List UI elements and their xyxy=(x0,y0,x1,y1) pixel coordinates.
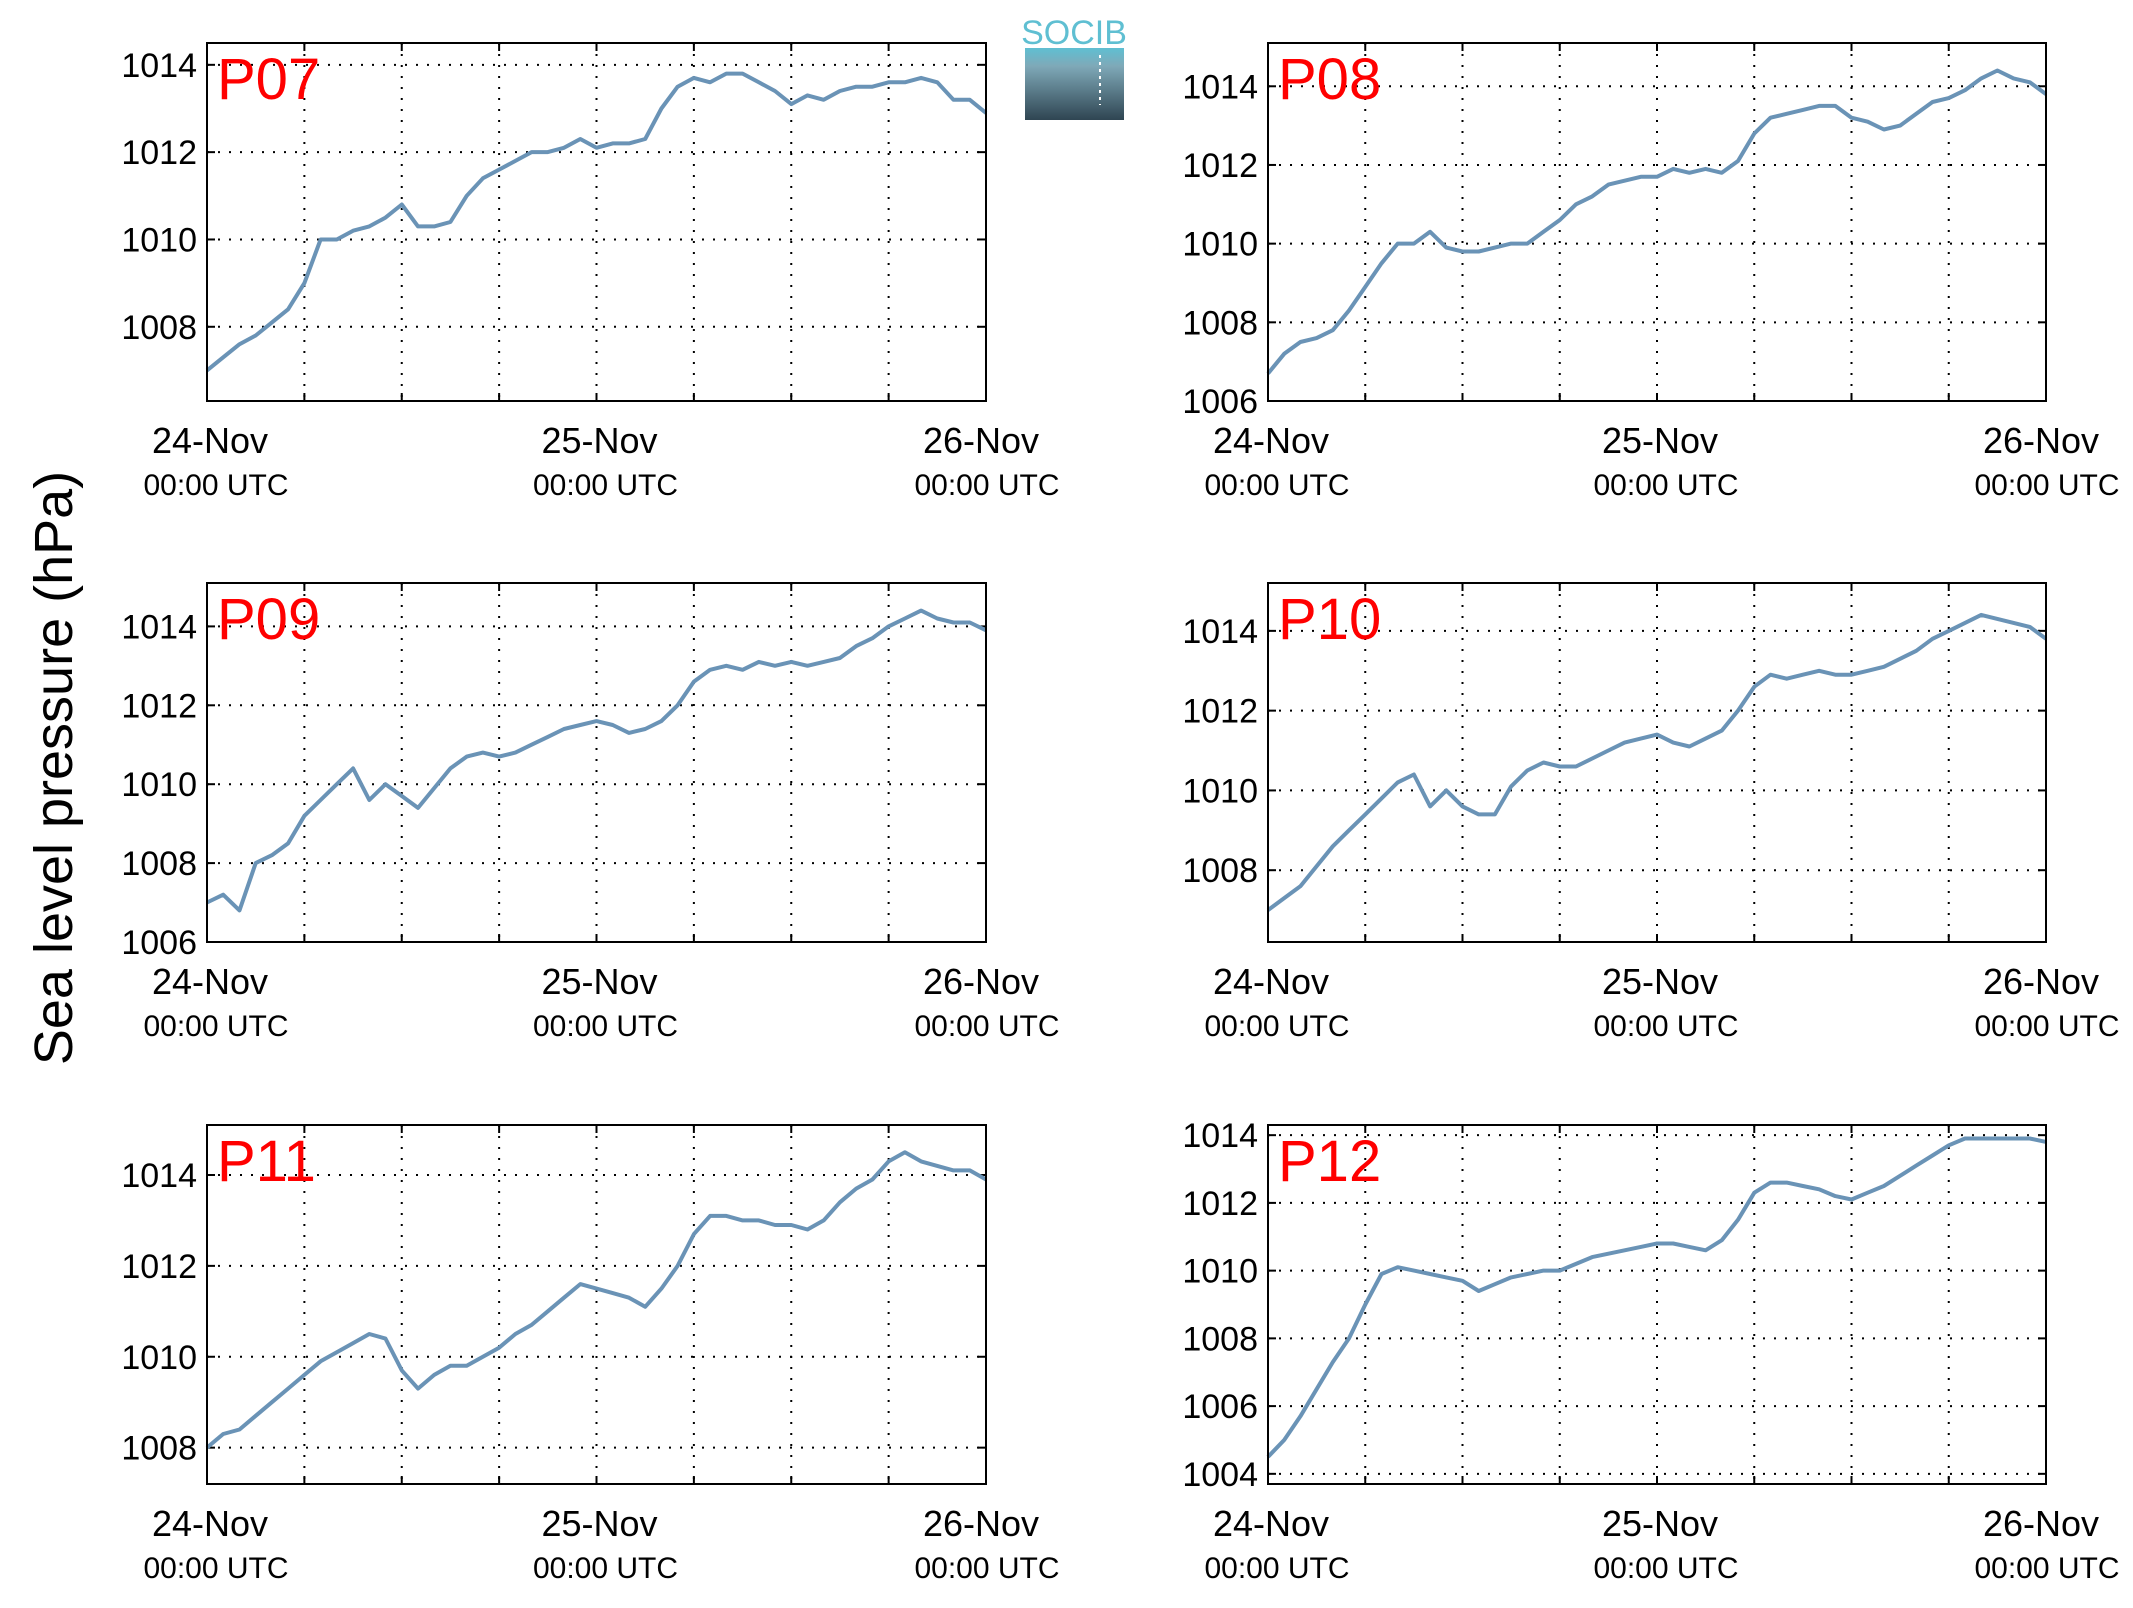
y-tick-label: 1006 xyxy=(1182,383,1258,421)
y-tick-label: 1012 xyxy=(1182,147,1258,185)
panel-p09: 1006 1008 1010 1012 1014 P09 24-Nov 00:00 UTC 25… xyxy=(121,582,1060,1043)
x-tick-time: 00:00 UTC xyxy=(533,469,678,502)
x-tick-time: 00:00 UTC xyxy=(533,1010,678,1043)
x-tick-date: 24-Nov xyxy=(152,420,268,461)
y-tick-label: 1012 xyxy=(121,687,197,725)
x-tick-date: 25-Nov xyxy=(541,1503,657,1544)
x-tick-time: 00:00 UTC xyxy=(1974,469,2119,502)
logo-block xyxy=(1025,48,1124,120)
x-tick-time: 00:00 UTC xyxy=(1593,1552,1738,1585)
y-tick-label: 1010 xyxy=(1182,226,1258,264)
station-label: P12 xyxy=(1278,1129,1381,1194)
y-tick-label: 1014 xyxy=(121,47,197,85)
y-tick-label: 1010 xyxy=(1182,1253,1258,1291)
station-label: P07 xyxy=(217,47,320,112)
y-tick-label: 1014 xyxy=(1182,613,1258,651)
x-tick-date: 26-Nov xyxy=(1983,1503,2099,1544)
x-tick-date: 25-Nov xyxy=(1602,1503,1718,1544)
y-tick-label: 1010 xyxy=(121,1339,197,1377)
series-line xyxy=(1266,612,2048,912)
axes-frame xyxy=(206,1124,987,1485)
x-tick-date: 24-Nov xyxy=(1213,420,1329,461)
axes-frame xyxy=(206,582,987,943)
x-tick-time: 00:00 UTC xyxy=(914,1552,1059,1585)
series-line xyxy=(205,1150,987,1450)
y-tick-label: 1012 xyxy=(121,1248,197,1286)
x-tick-date: 24-Nov xyxy=(152,1503,268,1544)
x-tick-time: 00:00 UTC xyxy=(143,1010,288,1043)
x-tick-date: 24-Nov xyxy=(1213,961,1329,1002)
y-tick-label: 1008 xyxy=(1182,1320,1258,1358)
axes-frame xyxy=(206,42,987,402)
axes-frame xyxy=(1267,1124,2047,1485)
y-tick-label: 1008 xyxy=(121,309,197,347)
station-label: P11 xyxy=(217,1129,316,1194)
socib-logo: SOCIB xyxy=(1021,14,1127,120)
x-tick-date: 26-Nov xyxy=(1983,961,2099,1002)
x-tick-date: 26-Nov xyxy=(1983,420,2099,461)
series-line xyxy=(206,608,987,913)
x-tick-date: 25-Nov xyxy=(1602,961,1718,1002)
y-tick-label: 1014 xyxy=(121,1157,197,1195)
figure-ylabel: Sea level pressure (hPa) xyxy=(24,471,84,1065)
x-tick-time: 00:00 UTC xyxy=(1974,1010,2119,1043)
panel-p10: 1008 1010 1012 1014 P10 24-Nov 00:00 UTC 25-Nov… xyxy=(1182,582,2120,1043)
x-tick-date: 25-Nov xyxy=(541,961,657,1002)
y-tick-label: 1006 xyxy=(1182,1388,1258,1426)
y-tick-label: 1014 xyxy=(1182,1117,1258,1155)
x-tick-date: 24-Nov xyxy=(152,961,268,1002)
x-tick-time: 00:00 UTC xyxy=(914,469,1059,502)
y-tick-label: 1012 xyxy=(1182,1185,1258,1223)
x-tick-time: 00:00 UTC xyxy=(1974,1552,2119,1585)
x-tick-time: 00:00 UTC xyxy=(143,1552,288,1585)
x-tick-time: 00:00 UTC xyxy=(533,1552,678,1585)
x-tick-time: 00:00 UTC xyxy=(143,469,288,502)
y-tick-label: 1010 xyxy=(121,221,197,259)
station-label: P08 xyxy=(1278,47,1381,112)
y-tick-label: 1008 xyxy=(1182,852,1258,890)
x-tick-time: 00:00 UTC xyxy=(914,1010,1059,1043)
x-tick-time: 00:00 UTC xyxy=(1204,469,1349,502)
panel-p11: 1008 1010 1012 1014 P11 24-Nov 00:00 UTC 25-Nov… xyxy=(121,1124,1060,1585)
x-tick-date: 25-Nov xyxy=(1602,420,1718,461)
series-line xyxy=(205,71,988,372)
x-tick-time: 00:00 UTC xyxy=(1204,1552,1349,1585)
y-tick-label: 1006 xyxy=(121,924,197,962)
panel-p12: 1004 1006 1008 1010 1012 1014 P12 24-Nov 00:00 U… xyxy=(1182,1117,2119,1585)
x-tick-date: 26-Nov xyxy=(923,1503,1039,1544)
y-tick-label: 1008 xyxy=(121,1430,197,1468)
y-tick-label: 1012 xyxy=(121,134,197,172)
x-tick-date: 26-Nov xyxy=(923,961,1039,1002)
panel-p07: 1008 1010 1012 1014 P07 24-Nov 00:00 UTC 25-Nov… xyxy=(121,42,1060,502)
axes-frame xyxy=(1267,42,2047,402)
x-tick-time: 00:00 UTC xyxy=(1593,469,1738,502)
y-tick-label: 1010 xyxy=(121,766,197,804)
series-line xyxy=(1266,1136,2047,1459)
x-tick-date: 26-Nov xyxy=(923,420,1039,461)
x-tick-date: 24-Nov xyxy=(1213,1503,1329,1544)
station-label: P09 xyxy=(217,587,320,652)
y-tick-label: 1014 xyxy=(1182,68,1258,106)
station-label: P10 xyxy=(1278,587,1381,652)
y-tick-label: 1014 xyxy=(121,608,197,646)
y-tick-label: 1008 xyxy=(121,845,197,883)
y-tick-label: 1010 xyxy=(1182,772,1258,810)
series-line xyxy=(1266,68,2048,375)
y-tick-label: 1012 xyxy=(1182,693,1258,731)
x-tick-date: 25-Nov xyxy=(541,420,657,461)
logo-text: SOCIB xyxy=(1021,14,1127,52)
panel-p08: 1006 1008 1010 1012 1014 P08 24-Nov 00:00 UTC 25… xyxy=(1182,42,2120,502)
axes-frame xyxy=(1267,582,2047,943)
x-tick-time: 00:00 UTC xyxy=(1204,1010,1349,1043)
y-tick-label: 1004 xyxy=(1182,1456,1258,1494)
y-tick-label: 1008 xyxy=(1182,304,1258,342)
x-tick-time: 00:00 UTC xyxy=(1593,1010,1738,1043)
